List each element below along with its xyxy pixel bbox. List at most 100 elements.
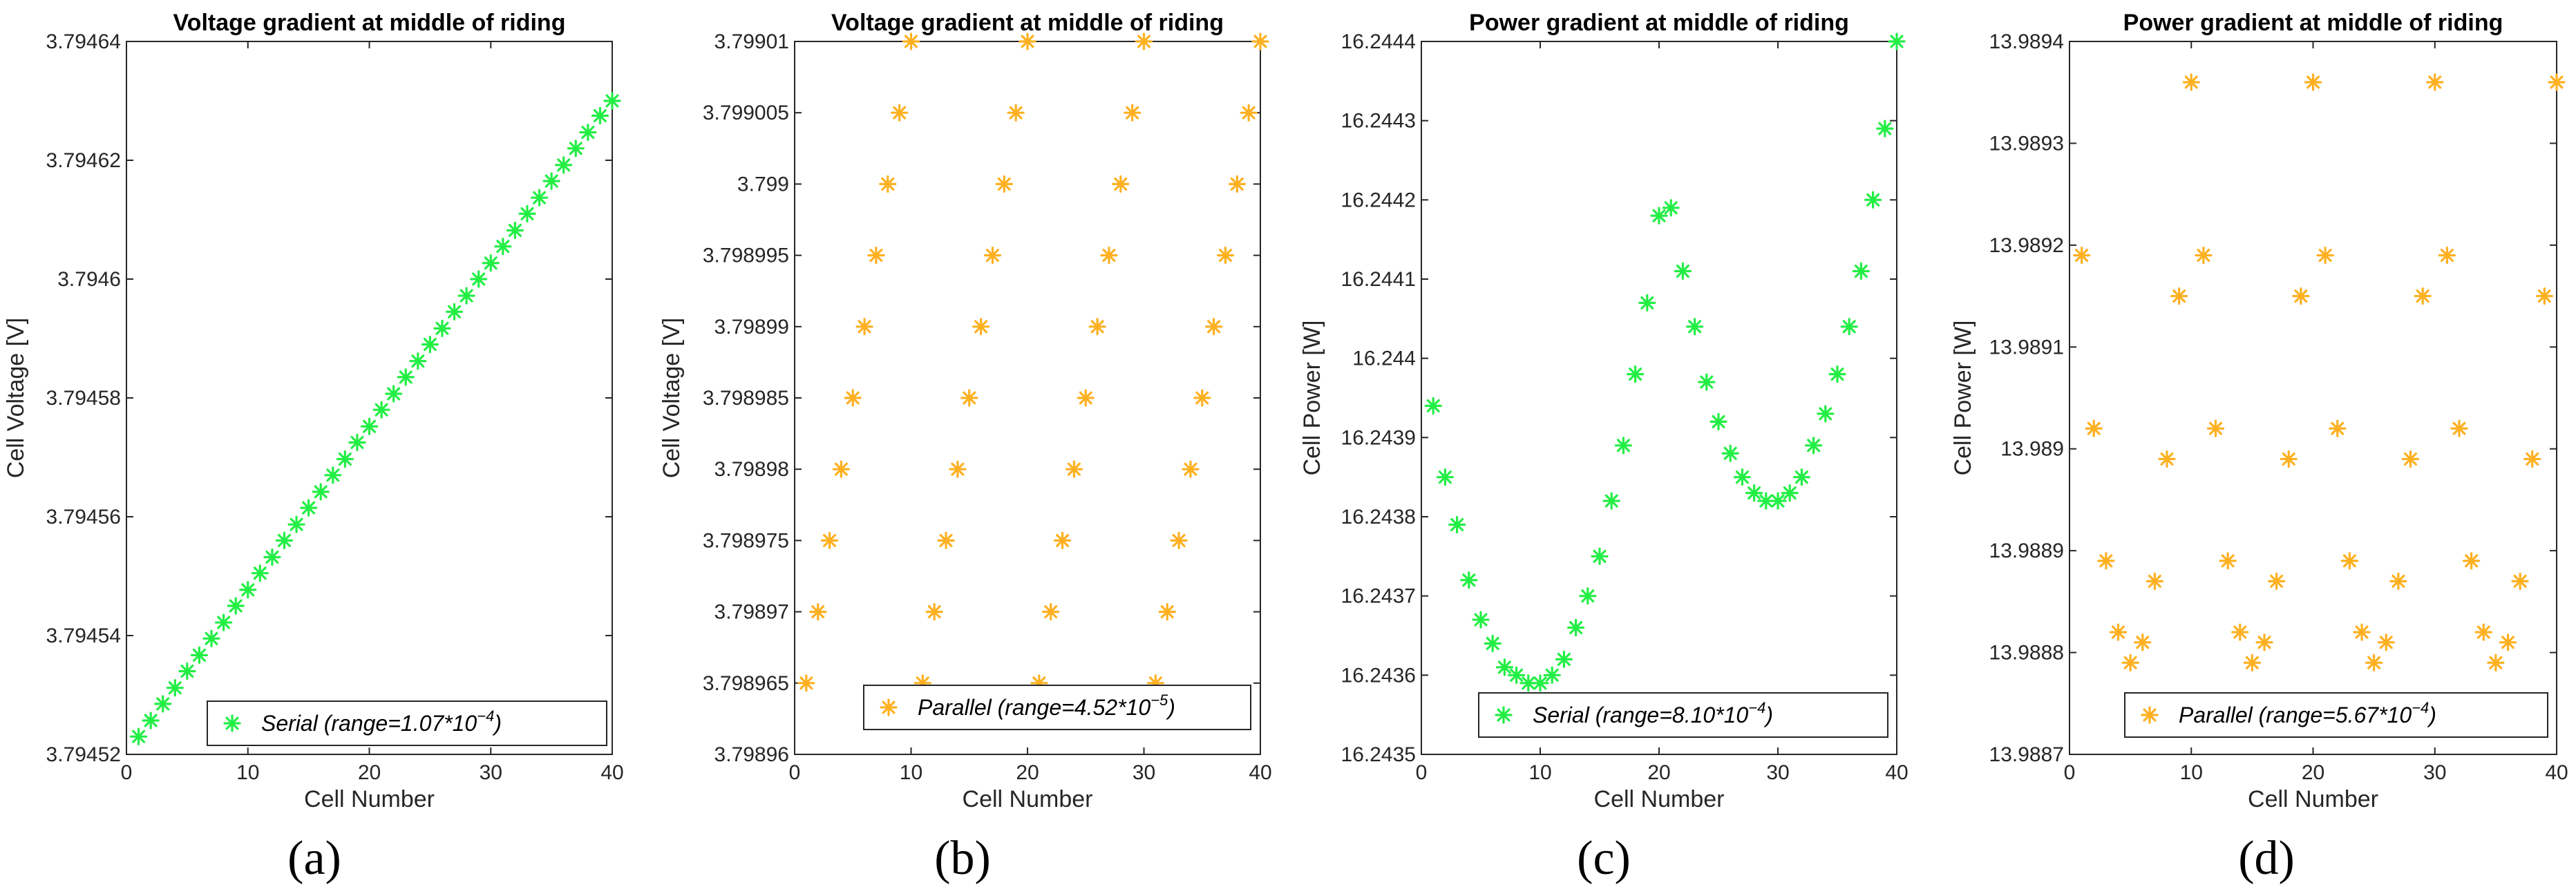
data-point xyxy=(1840,318,1858,336)
data-point xyxy=(1112,175,1130,193)
data-point xyxy=(960,389,978,407)
y-tick-label: 16.2436 xyxy=(1341,664,1416,687)
data-point xyxy=(2438,247,2456,265)
panel-letter: (d) xyxy=(2238,832,2295,885)
y-tick-label: 16.244 xyxy=(1352,347,1416,370)
data-point xyxy=(336,450,354,468)
data-point xyxy=(1124,104,1142,122)
data-point xyxy=(1228,175,1246,193)
data-point xyxy=(1733,468,1751,486)
data-point xyxy=(567,140,585,158)
data-point xyxy=(1100,247,1118,265)
y-tick-label: 13.9887 xyxy=(1989,743,2064,766)
data-point xyxy=(983,247,1002,265)
data-point xyxy=(275,531,294,550)
data-point xyxy=(372,401,390,419)
y-tick-label: 3.79464 xyxy=(46,30,121,53)
data-point xyxy=(2463,552,2481,570)
data-point xyxy=(2474,623,2492,641)
data-point xyxy=(1019,32,1036,50)
y-tick-label: 3.799005 xyxy=(703,102,789,124)
data-point xyxy=(1686,318,1704,336)
x-axis-label: Cell Number xyxy=(963,786,1093,812)
data-point xyxy=(1555,650,1573,669)
data-point xyxy=(1543,666,1561,684)
y-tick-label: 3.79452 xyxy=(46,743,121,766)
data-point xyxy=(925,602,943,621)
data-point xyxy=(385,385,403,403)
legend-marker xyxy=(2141,706,2159,724)
data-point xyxy=(1638,294,1656,312)
y-tick-label: 13.9889 xyxy=(1989,540,2064,562)
data-point xyxy=(891,104,909,122)
data-point xyxy=(178,662,196,680)
data-point xyxy=(555,156,573,174)
data-point xyxy=(2206,419,2225,437)
data-point xyxy=(2255,633,2273,651)
legend: Parallel (range=5.67*10−4) xyxy=(2124,692,2548,738)
data-point xyxy=(1170,531,1188,550)
data-point xyxy=(2487,654,2505,671)
plot-area xyxy=(1421,41,1897,755)
y-tick-label: 16.2437 xyxy=(1341,585,1416,608)
data-point xyxy=(348,433,366,452)
legend-marker xyxy=(1495,706,1513,724)
y-tick-label: 16.2439 xyxy=(1341,426,1416,449)
data-point xyxy=(324,466,342,484)
data-point xyxy=(227,597,245,615)
x-axis-label: Cell Number xyxy=(2248,786,2378,812)
data-point xyxy=(1077,389,1095,407)
data-point xyxy=(1508,666,1526,684)
legend: Serial (range=8.10*10−4) xyxy=(1478,692,1888,738)
y-tick-label: 13.9888 xyxy=(1989,642,2064,665)
y-tick-label: 3.79456 xyxy=(46,506,121,528)
data-point xyxy=(360,417,379,435)
data-point xyxy=(1053,531,1072,550)
x-tick-label: 0 xyxy=(2064,761,2076,784)
data-point xyxy=(2219,552,2237,570)
data-point xyxy=(2389,572,2407,590)
data-point xyxy=(2548,73,2566,91)
data-point xyxy=(2097,552,2115,570)
chart-title: Power gradient at middle of riding xyxy=(1469,10,1849,36)
data-point xyxy=(1769,492,1787,510)
y-tick-label: 3.79462 xyxy=(46,149,121,172)
data-point xyxy=(1781,484,1799,502)
data-point xyxy=(1567,618,1585,637)
data-point xyxy=(2182,73,2200,91)
data-point xyxy=(2365,654,2383,671)
x-tick-label: 30 xyxy=(2423,761,2446,784)
legend-label: Parallel (range=5.67*10−4) xyxy=(2179,699,2436,727)
series-serial xyxy=(1424,32,1906,692)
legend-box xyxy=(863,685,1251,730)
legend: Serial (range=1.07*10−4) xyxy=(207,700,607,746)
data-point xyxy=(603,92,621,110)
data-point xyxy=(2292,287,2310,305)
data-point xyxy=(494,238,512,256)
x-tick-label: 40 xyxy=(1249,761,1271,784)
data-point xyxy=(949,460,967,478)
data-point xyxy=(1579,587,1597,605)
data-point xyxy=(239,581,257,599)
data-point xyxy=(1674,262,1692,280)
data-point xyxy=(809,602,827,621)
data-point xyxy=(1472,611,1490,629)
legend-box xyxy=(1478,692,1888,738)
data-point xyxy=(832,460,851,478)
data-point xyxy=(482,254,500,272)
data-point xyxy=(1591,547,1609,565)
data-point xyxy=(2158,450,2176,468)
data-point xyxy=(1876,120,1894,137)
data-point xyxy=(1864,191,1882,209)
legend-box xyxy=(207,700,607,746)
y-tick-label: 3.79458 xyxy=(46,387,121,410)
data-point xyxy=(2121,654,2139,671)
x-tick-label: 0 xyxy=(789,761,801,784)
y-tick-label: 3.798985 xyxy=(703,387,789,410)
panel-letter: (c) xyxy=(1577,832,1631,885)
y-tick-label: 3.79899 xyxy=(714,316,789,339)
x-tick-label: 0 xyxy=(1416,761,1428,784)
y-tick-label: 16.2443 xyxy=(1341,110,1416,133)
data-point xyxy=(1602,492,1620,510)
data-point xyxy=(251,564,269,582)
